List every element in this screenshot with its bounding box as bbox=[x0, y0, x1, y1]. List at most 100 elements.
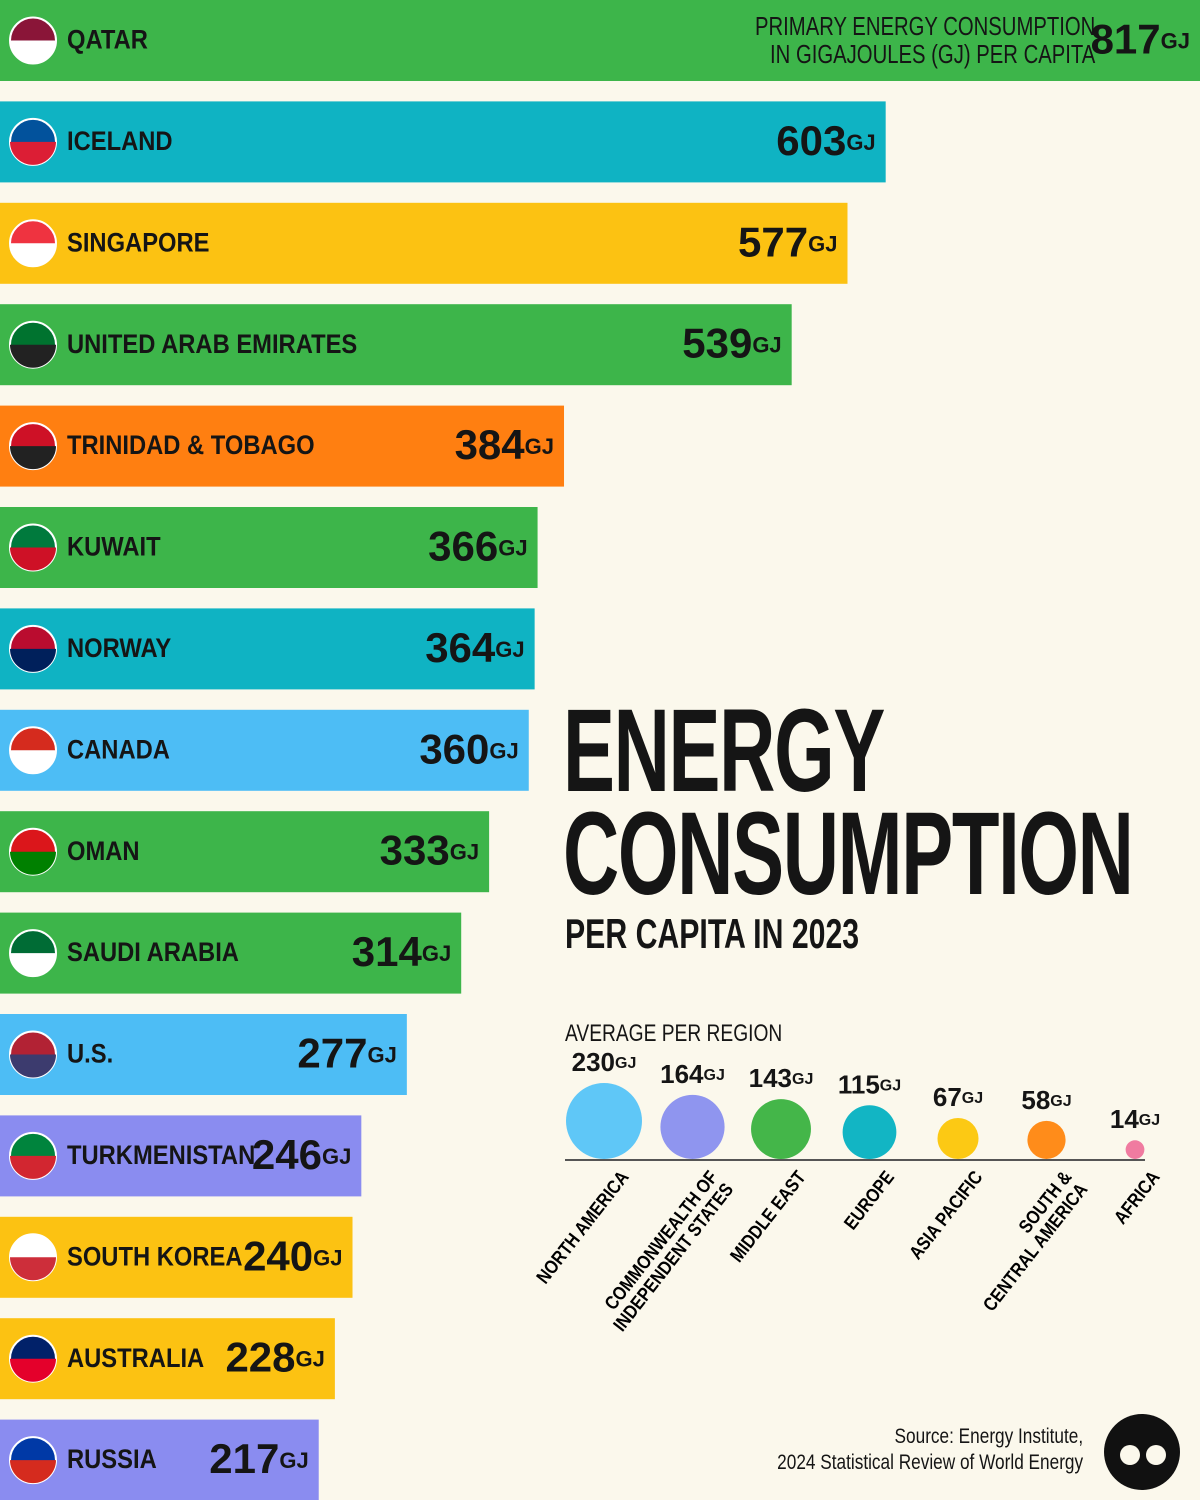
flag-icon bbox=[10, 243, 57, 267]
bubble bbox=[937, 1117, 979, 1159]
region-chart-title: AVERAGE PER REGION bbox=[565, 1020, 783, 1047]
value-unit: GJ bbox=[367, 1042, 396, 1067]
bar-category-label: SAUDI ARABIA bbox=[67, 938, 239, 968]
value-unit: GJ bbox=[880, 1077, 901, 1094]
value-unit: GJ bbox=[808, 231, 837, 256]
value-unit: GJ bbox=[525, 434, 554, 459]
bar bbox=[0, 507, 538, 588]
value-number: 277 bbox=[297, 1030, 367, 1077]
bar-value-label: 314GJ bbox=[352, 928, 451, 975]
value-number: 314 bbox=[352, 928, 423, 975]
value-number: 240 bbox=[243, 1232, 313, 1279]
bar-category-label: U.S. bbox=[67, 1039, 113, 1069]
flag-icon bbox=[10, 851, 57, 875]
source: Source: Energy Institute, 2024 Statistic… bbox=[777, 1425, 1083, 1474]
bar bbox=[0, 0, 1200, 81]
value-number: 115 bbox=[838, 1069, 880, 1099]
bubble-value-label: 67GJ bbox=[933, 1082, 983, 1112]
bubble-value-label: 58GJ bbox=[1021, 1085, 1071, 1115]
value-number: 228 bbox=[225, 1334, 295, 1381]
bar-value-label: 333GJ bbox=[380, 827, 479, 874]
bar-category-label: UNITED ARAB EMIRATES bbox=[67, 329, 357, 359]
bar bbox=[0, 709, 529, 791]
bubble bbox=[1027, 1120, 1066, 1160]
bar bbox=[0, 811, 490, 893]
bar bbox=[0, 1014, 407, 1095]
bar-value-label: 246GJ bbox=[252, 1131, 351, 1178]
bar-category-label: NORWAY bbox=[67, 634, 171, 664]
bar-value-label: 384GJ bbox=[455, 421, 554, 468]
bubble bbox=[751, 1099, 811, 1159]
bar-category-label: CANADA bbox=[67, 735, 170, 765]
value-unit: GJ bbox=[752, 333, 781, 358]
value-number: 817 bbox=[1091, 16, 1161, 63]
value-unit: GJ bbox=[615, 1055, 636, 1072]
value-number: 539 bbox=[682, 320, 752, 367]
value-unit: GJ bbox=[846, 130, 875, 155]
bar-category-label: SINGAPORE bbox=[67, 228, 210, 258]
value-number: 246 bbox=[252, 1131, 322, 1178]
value-number: 217 bbox=[209, 1435, 279, 1482]
value-unit: GJ bbox=[1161, 28, 1190, 53]
flag-icon bbox=[10, 648, 57, 672]
value-unit: GJ bbox=[322, 1144, 351, 1169]
flag-icon bbox=[10, 344, 57, 368]
bar-value-label: 364GJ bbox=[425, 624, 524, 671]
flag-icon bbox=[10, 1358, 57, 1382]
value-number: 366 bbox=[428, 523, 498, 570]
flag-icon bbox=[10, 1460, 57, 1484]
bar-value-label: 277GJ bbox=[297, 1030, 396, 1077]
value-number: 364 bbox=[425, 624, 496, 671]
value-number: 230 bbox=[572, 1047, 615, 1077]
bar-value-label: 539GJ bbox=[682, 320, 781, 367]
flag-icon bbox=[10, 446, 57, 470]
value-unit: GJ bbox=[495, 637, 524, 662]
bar bbox=[0, 1216, 353, 1298]
bar-category-label: OMAN bbox=[67, 836, 140, 866]
bar-value-label: 240GJ bbox=[243, 1232, 342, 1279]
value-number: 58 bbox=[1021, 1085, 1050, 1115]
value-number: 143 bbox=[749, 1063, 792, 1093]
bar-category-label: SOUTH KOREA bbox=[67, 1242, 243, 1272]
bar-category-label: TURKMENISTAN bbox=[67, 1141, 255, 1171]
bubble bbox=[1125, 1140, 1145, 1159]
value-number: 603 bbox=[776, 117, 846, 164]
bar-value-label: 366GJ bbox=[428, 523, 527, 570]
flag-icon bbox=[10, 750, 57, 774]
value-unit: GJ bbox=[704, 1067, 725, 1084]
value-number: 360 bbox=[419, 725, 489, 772]
bubble-value-label: 115GJ bbox=[838, 1069, 901, 1099]
bar-value-label: 577GJ bbox=[738, 218, 837, 265]
bar bbox=[0, 608, 535, 690]
bar bbox=[0, 1115, 362, 1197]
flag-icon bbox=[10, 1257, 57, 1281]
bar-value-label: 603GJ bbox=[776, 117, 875, 164]
value-unit: GJ bbox=[962, 1090, 983, 1107]
bar bbox=[0, 202, 848, 284]
bubble-value-label: 230GJ bbox=[572, 1047, 637, 1077]
bar-category-label: TRINIDAD & TOBAGO bbox=[67, 431, 315, 461]
flag-icon bbox=[10, 1155, 57, 1179]
flag-icon bbox=[10, 547, 57, 571]
value-number: 67 bbox=[933, 1082, 962, 1112]
annotation: PRIMARY ENERGY CONSUMPTION IN GIGAJOULES… bbox=[754, 11, 1095, 69]
bar bbox=[0, 912, 462, 994]
bubble-value-label: 143GJ bbox=[749, 1063, 814, 1093]
flag-icon bbox=[10, 953, 57, 977]
chart-subtitle: PER CAPITA IN 2023 bbox=[565, 910, 860, 957]
value-number: 384 bbox=[455, 421, 526, 468]
value-unit: GJ bbox=[313, 1245, 342, 1270]
bubble bbox=[842, 1105, 897, 1159]
bar-category-label: RUSSIA bbox=[67, 1445, 157, 1475]
bar bbox=[0, 101, 886, 183]
bubble-value-label: 14GJ bbox=[1110, 1104, 1160, 1134]
value-number: 164 bbox=[660, 1059, 704, 1089]
bubble bbox=[660, 1094, 725, 1159]
flag-icon bbox=[10, 141, 57, 165]
bar-category-label: ICELAND bbox=[67, 127, 173, 157]
bar-value-label: 360GJ bbox=[419, 725, 518, 772]
bubble bbox=[566, 1083, 642, 1159]
bar bbox=[0, 304, 792, 386]
